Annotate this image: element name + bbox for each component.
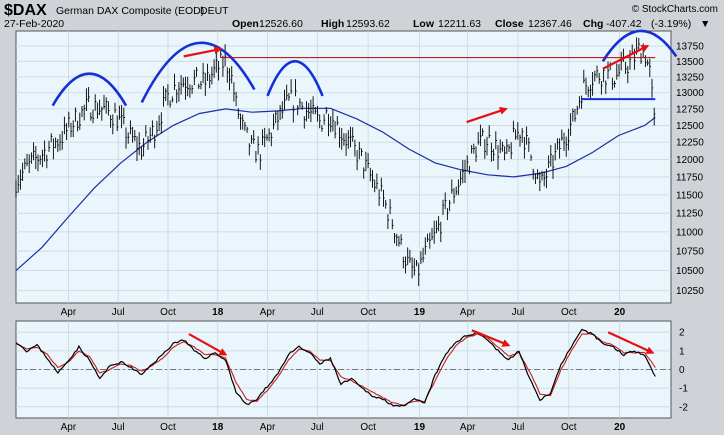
x-tick-label: 18 [212,307,224,318]
x-tick-label: Oct [360,307,376,318]
price-bars [15,37,656,286]
annotation-arc [51,72,128,107]
price-y-tick-label: 11750 [676,172,704,183]
x-tick-label: 19 [414,307,426,318]
chg-down-arrow-icon: ▼ [700,18,710,30]
x-tick-label: Apr [460,422,476,433]
osc-y-tick-label: 1 [679,346,685,357]
open-label: Open [232,18,259,30]
price-y-tick-label: 13500 [676,57,704,68]
close-label: Close [495,18,524,30]
x-tick-label: Oct [561,422,577,433]
oscillator-lines [15,328,656,407]
price-y-tick-label: 11500 [676,190,704,201]
oscillator-panel: 2 1 0 -1 -2 [15,320,688,419]
annotation-arc [140,41,256,103]
x-tick-label: Jul [112,422,125,433]
x-tick-label: Oct [360,422,376,433]
price-x-axis: Apr Jul Oct 18 Apr Jul Oct 19 Apr Jul Oct 20 [61,307,626,318]
price-y-tick-label: 11000 [676,227,704,238]
x-tick-label: 18 [212,422,224,433]
x-tick-label: Jul [512,307,525,318]
x-tick-label: Apr [61,307,77,318]
osc-y-tick-label: -1 [679,384,688,395]
price-y-tick-label: 13000 [676,88,704,99]
price-y-tick-label: 11250 [676,209,704,220]
x-tick-label: 19 [414,422,426,433]
instrument-name: German DAX Composite (EOD) [56,5,204,17]
annotation-arc [601,29,678,62]
price-y-tick-label: 13250 [676,72,704,83]
high-label: High [321,18,344,30]
price-y-tick-label: 10500 [676,266,704,277]
ohlc-summary: Open 12526.60 High 12593.62 Low 12211.63… [232,18,710,30]
osc-y-tick-label: 2 [679,328,685,339]
chg-label: Chg [583,18,603,30]
osc-y-tick-label: -2 [679,402,688,413]
x-tick-label: Apr [460,307,476,318]
annotation-arrow [183,46,223,58]
high-value: 12593.62 [346,18,390,30]
oscillator-y-axis: 2 1 0 -1 -2 [679,328,688,414]
chg-value: -407.42 [606,18,642,30]
price-y-tick-label: 13750 [676,42,704,53]
stockcharts-watermark: © StockCharts.com [632,4,718,15]
annotation-arc [266,60,324,97]
close-value: 12367.46 [528,18,572,30]
price-gridlines [16,31,671,303]
x-tick-label: 20 [614,422,626,433]
oscillator-annotations [188,329,655,356]
oscillator-gridlines [16,321,671,418]
annotation-arrow [471,329,511,347]
x-tick-label: Apr [61,422,77,433]
chg-percent: (-3.19%) [651,18,691,30]
price-y-tick-label: 12000 [676,155,704,166]
x-tick-label: Oct [160,422,176,433]
annotation-arrow [188,333,228,356]
price-hlc-bars [15,37,656,286]
x-tick-label: Oct [160,307,176,318]
x-tick-label: Jul [112,307,125,318]
price-y-tick-label: 10250 [676,286,704,297]
chart-date: 27-Feb-2020 [4,18,64,30]
price-annotations [51,29,678,124]
annotation-arrow [607,331,655,354]
price-panel-background [15,30,672,304]
low-value: 12211.63 [438,18,481,30]
oscillator-main-line [15,328,656,407]
low-label: Low [413,18,435,30]
exchange-code: DEUT [200,5,229,17]
x-tick-label: Apr [260,422,276,433]
moving-average-line [15,107,656,272]
x-tick-label: Jul [311,307,324,318]
price-y-tick-label: 12250 [676,138,704,149]
ticker-symbol: $DAX [4,2,47,19]
annotation-arrow [466,107,508,124]
x-tick-label: 20 [614,307,626,318]
price-panel: 13750 13500 13250 13000 12750 12500 12250 12000… [15,29,704,304]
x-tick-label: Jul [311,422,324,433]
price-y-tick-label: 12750 [676,104,704,115]
price-y-axis: 13750 13500 13250 13000 12750 12500 12250 12000… [676,42,704,298]
open-value: 12526.60 [259,18,303,30]
osc-y-tick-label: 0 [679,365,685,376]
oscillator-x-axis: Apr Jul Oct 18 Apr Jul Oct 19 Apr Jul Oct 20 [61,422,626,433]
moving-average [15,107,656,272]
x-tick-label: Apr [260,307,276,318]
x-tick-label: Jul [512,422,525,433]
price-y-tick-label: 10750 [676,247,704,258]
x-tick-label: Oct [561,307,577,318]
price-y-tick-label: 12500 [676,121,704,132]
